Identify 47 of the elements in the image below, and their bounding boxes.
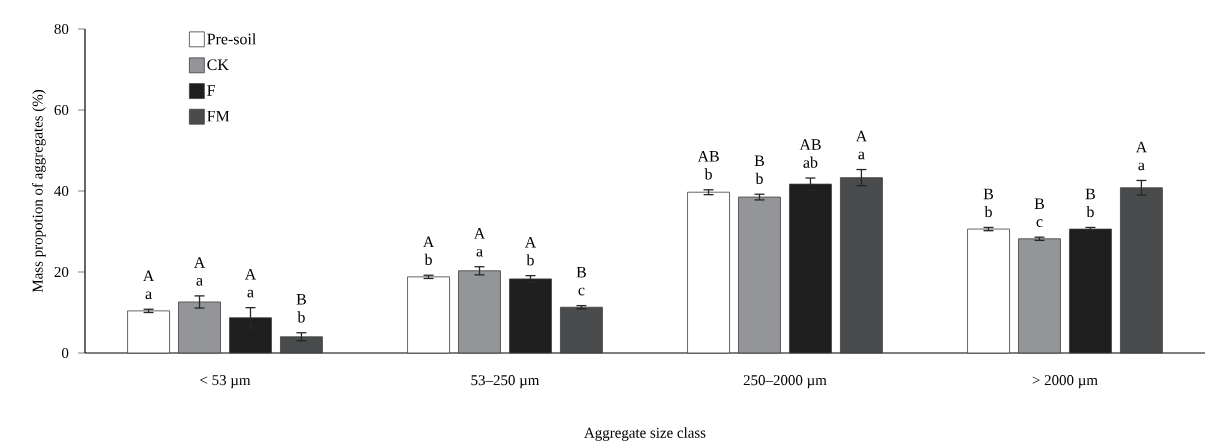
legend-label: FM xyxy=(207,110,230,122)
x-tick-label: 250–2000 µm xyxy=(743,375,827,389)
legend-label: Pre-soil xyxy=(207,33,256,45)
annotation: a xyxy=(247,289,254,298)
annotation: b xyxy=(755,172,763,185)
annotation: A xyxy=(244,268,257,280)
y-tick-label: 20 xyxy=(54,267,69,278)
y-tick-label: 60 xyxy=(54,105,69,116)
annotation: a xyxy=(1138,162,1145,171)
annotation: b xyxy=(1086,206,1094,218)
annotation: b xyxy=(704,168,712,180)
annotation: A xyxy=(422,236,435,248)
annotation: A xyxy=(193,257,206,268)
annotation: c xyxy=(578,287,585,296)
annotation: a xyxy=(858,151,865,160)
annotation: a xyxy=(196,278,203,286)
annotation: b xyxy=(297,311,305,323)
y-tick-label: 0 xyxy=(61,348,69,359)
annotation: b xyxy=(526,254,534,266)
annotation: a xyxy=(145,291,152,300)
y-tick-label: 80 xyxy=(54,24,69,35)
annotation: A xyxy=(473,228,486,239)
annotation: A xyxy=(142,270,155,282)
x-tick-label: > 2000 µm xyxy=(1032,375,1098,389)
annotation: ab xyxy=(803,156,818,168)
annotation: B xyxy=(983,188,994,200)
annotation: c xyxy=(1036,219,1043,228)
annotation: A xyxy=(524,236,537,248)
annotation: a xyxy=(476,248,483,257)
x-axis-title: Aggregate size class xyxy=(584,427,706,441)
annotation: B xyxy=(1085,188,1095,200)
annotation: B xyxy=(754,155,765,167)
legend-label: F xyxy=(207,85,215,96)
x-tick-label: < 53 µm xyxy=(200,375,251,389)
annotation: AB xyxy=(697,151,719,162)
annotation: B xyxy=(296,294,306,305)
annotation: AB xyxy=(799,139,821,150)
annotation: A xyxy=(1135,141,1148,153)
annotation: b xyxy=(984,206,992,218)
y-tick-label: 40 xyxy=(54,186,69,197)
x-tick-label: 53–250 µm xyxy=(471,375,540,389)
legend-label: CK xyxy=(207,59,229,71)
annotation: B xyxy=(1034,198,1045,210)
annotation: B xyxy=(576,266,586,278)
y-axis-title: Mass propotion of aggregates (%) xyxy=(32,90,46,293)
annotation: b xyxy=(424,253,432,266)
annotation: A xyxy=(855,130,868,142)
